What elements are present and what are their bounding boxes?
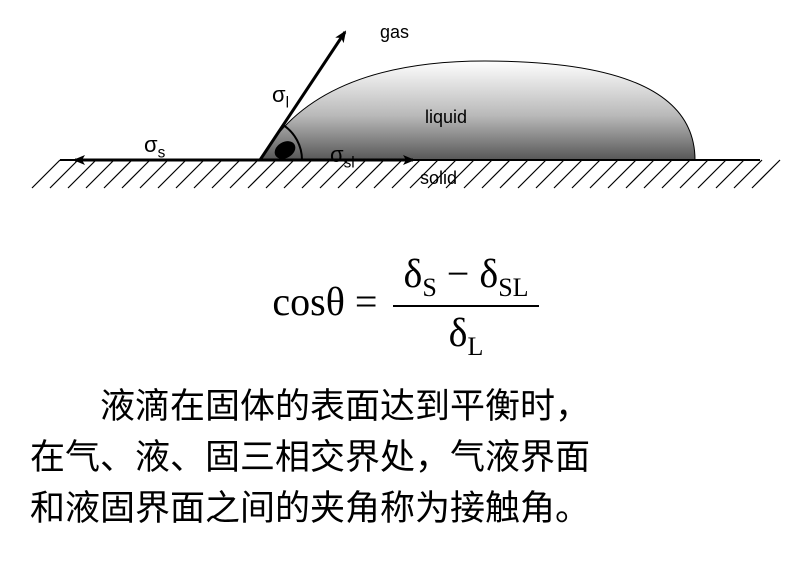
label-solid: solid xyxy=(420,168,457,189)
label-sigma-sl: σsl xyxy=(330,142,355,172)
equation-numerator: δS − δSL xyxy=(393,250,538,307)
sub-s: S xyxy=(422,273,436,302)
label-liquid: liquid xyxy=(425,107,467,128)
description-line-1: 液滴在固体的表面达到平衡时， xyxy=(30,382,781,433)
equation-lhs: cosθ xyxy=(272,279,344,324)
sub-sl: SL xyxy=(498,273,528,302)
label-gas: gas xyxy=(380,22,409,43)
label-sigma-l: σl xyxy=(272,82,289,112)
delta-l: δ xyxy=(449,310,468,355)
equation-eq: = xyxy=(345,279,388,324)
description-text: 液滴在固体的表面达到平衡时， 在气、液、固三相交界处，气液界面 和液固界面之间的… xyxy=(0,372,811,534)
sub-l: L xyxy=(468,332,484,361)
delta-sl: δ xyxy=(479,251,498,296)
contact-angle-diagram: gas liquid solid σl σs σsl xyxy=(0,0,811,230)
youngs-equation: cosθ = δS − δSL δL xyxy=(0,230,811,372)
description-line-3: 和液固界面之间的夹角称为接触角。 xyxy=(30,484,781,535)
label-sigma-s: σs xyxy=(144,132,165,162)
minus: − xyxy=(437,251,480,296)
equation-denominator: δL xyxy=(393,307,538,362)
equation-fraction: δS − δSL δL xyxy=(393,250,538,362)
description-line-2: 在气、液、固三相交界处，气液界面 xyxy=(30,433,781,484)
delta-s: δ xyxy=(403,251,422,296)
